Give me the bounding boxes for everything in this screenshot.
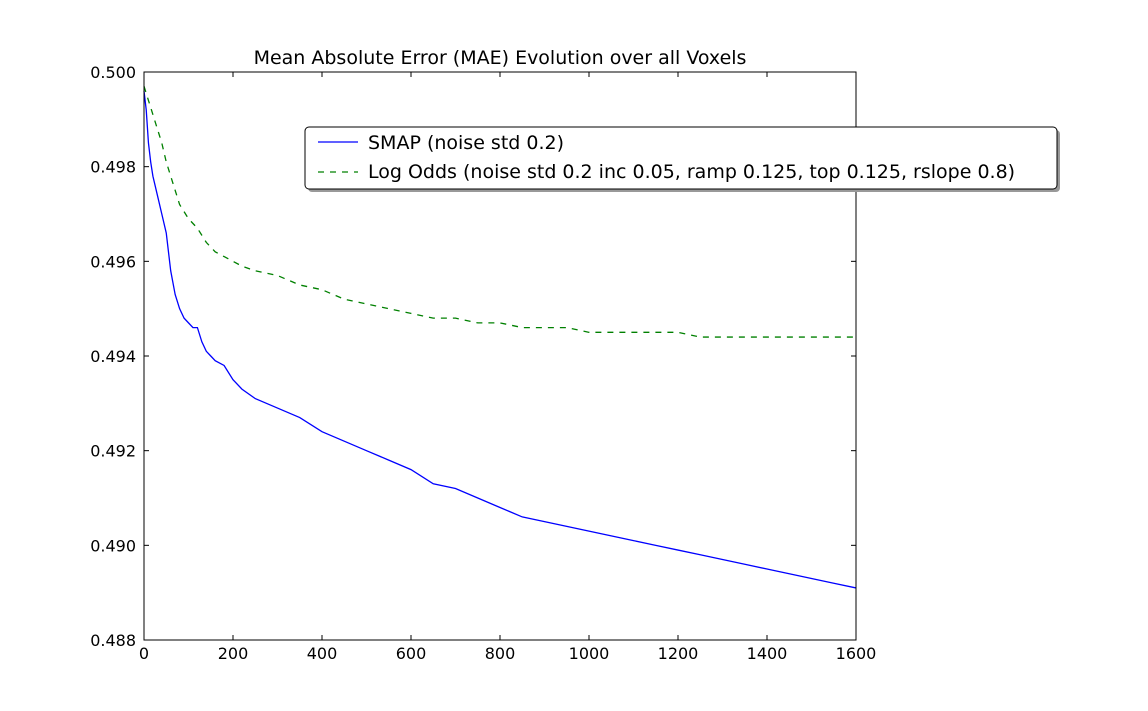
series-line-log-odds — [143, 86, 856, 338]
legend-label-log-odds: Log Odds (noise std 0.2 inc 0.05, ramp 0… — [368, 161, 1015, 183]
x-tick-label: 1200 — [658, 644, 699, 663]
x-tick-label: 1600 — [836, 644, 877, 663]
y-tick-label: 0.490 — [90, 536, 136, 555]
x-tick-label: 200 — [218, 644, 249, 663]
x-tick-label: 800 — [485, 644, 516, 663]
series-layer — [143, 86, 857, 589]
x-tick-label: 1000 — [569, 644, 610, 663]
legend: SMAP (noise std 0.2) Log Odds (noise std… — [304, 126, 1060, 192]
chart-title: Mean Absolute Error (MAE) Evolution over… — [254, 47, 747, 69]
x-tick-labels: 0 200 400 600 800 1000 1200 1400 1600 — [139, 644, 876, 663]
y-tick-label: 0.498 — [90, 158, 136, 177]
y-tick-labels: 0.488 0.490 0.492 0.494 0.496 0.498 0.500 — [90, 63, 136, 650]
y-tick-label: 0.496 — [90, 252, 136, 271]
legend-label-smap: SMAP (noise std 0.2) — [368, 132, 564, 154]
plot-frame — [143, 71, 857, 641]
legend-box — [304, 126, 1058, 190]
x-tick-label: 0 — [139, 644, 149, 663]
series-line-smap — [143, 90, 857, 589]
y-tick-label: 0.500 — [90, 63, 136, 82]
y-tick-label: 0.492 — [90, 442, 136, 461]
x-tick-label: 600 — [396, 644, 427, 663]
y-tick-label: 0.494 — [90, 347, 136, 366]
x-tick-label: 400 — [307, 644, 338, 663]
y-tick-label: 0.488 — [90, 631, 136, 650]
x-tick-label: 1400 — [747, 644, 788, 663]
